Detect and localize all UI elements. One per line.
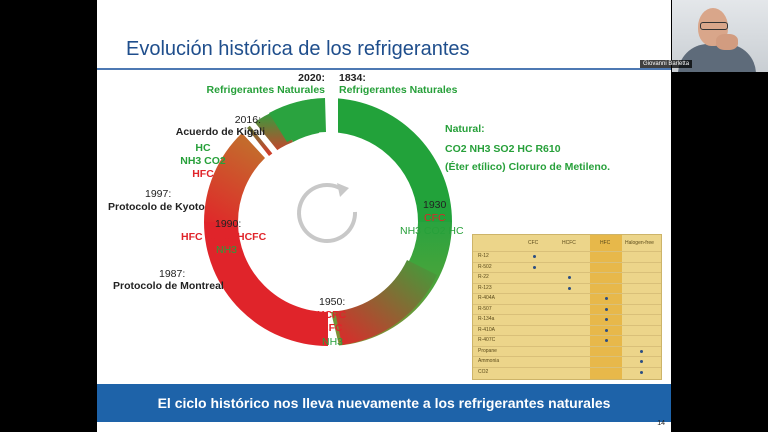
table-marker-dot xyxy=(533,255,536,258)
table-row: R-407C xyxy=(473,335,661,346)
table-row: Propane xyxy=(473,345,661,357)
table-row: R-12 xyxy=(473,251,661,262)
table-row: R-507 xyxy=(473,303,661,315)
label-1930-red: CFC xyxy=(424,212,446,224)
table-row-label: R-404A xyxy=(478,295,495,301)
table-header-halogen-free: Halogen-free xyxy=(625,240,654,246)
table-header-cfc: CFC xyxy=(528,240,539,246)
refresh-cycle-icon xyxy=(297,182,358,243)
label-year-1997: 1997: xyxy=(145,188,172,200)
presentation-slide: Evolución histórica de los refrigerantes xyxy=(97,0,671,432)
table-marker-dot xyxy=(605,307,608,311)
label-1990-red: HFC (CFC) HCFC xyxy=(181,231,267,243)
ring-segment-1950 xyxy=(335,260,437,345)
label-1990-green: NH3 xyxy=(216,244,238,256)
table-row-label: R-134a xyxy=(478,316,495,322)
table-marker-dot xyxy=(605,328,608,332)
table-row-label: R-407C xyxy=(478,337,496,343)
participant-name-label: Giovanni Barletta xyxy=(640,60,693,68)
footer-text: El ciclo histórico nos lleva nuevamente … xyxy=(157,395,611,411)
table-marker-dot xyxy=(640,360,643,363)
label-kigali: Acuerdo de Kigali xyxy=(175,126,265,138)
table-row: R-123 xyxy=(473,282,661,294)
label-year-2020: 2020: xyxy=(298,72,325,84)
title-underline xyxy=(97,68,671,70)
table-row-label: CO2 xyxy=(478,368,489,375)
hfc-column-highlight xyxy=(590,235,622,379)
table-row-label: R-22 xyxy=(478,274,489,280)
table-marker-dot xyxy=(605,297,608,300)
table-row: Ammonia xyxy=(473,356,661,367)
label-1834-text: Refrigerantes Naturales xyxy=(339,84,458,96)
label-1950-nh3: NH3 xyxy=(322,336,344,348)
table-marker-dot xyxy=(568,276,571,279)
table-header-hfc: HFC xyxy=(600,240,611,246)
table-header-hcfc: HCFC xyxy=(562,240,576,246)
table-marker-dot xyxy=(605,339,608,342)
label-natural-title: Natural: xyxy=(445,123,485,135)
table-marker-dot xyxy=(533,265,536,269)
glasses-icon xyxy=(700,22,728,30)
table-row-label: R-123 xyxy=(478,284,492,291)
slide-footer-banner: El ciclo histórico nos lleva nuevamente … xyxy=(97,384,671,422)
table-marker-dot xyxy=(605,318,608,321)
table-marker-dot xyxy=(640,349,643,353)
label-kigali-hc: HC xyxy=(195,142,211,154)
label-natural-line2: (Éter etílico) Cloruro de Metileno. xyxy=(445,161,611,173)
refrigerant-classification-table: CFC HCFC HFC Halogen-free R-12 R-502 R-22 R… xyxy=(472,234,662,380)
table-row-label: Ammonia xyxy=(478,358,500,364)
label-kyoto: Protocolo de Kyoto xyxy=(108,201,205,213)
table-row: R-404A xyxy=(473,293,661,304)
label-natural-line1: CO2 NH3 SO2 HC R610 xyxy=(445,143,561,155)
refrigerant-cycle-ring xyxy=(204,94,452,346)
label-montreal: Protocolo de Montreal xyxy=(113,280,224,292)
table-marker-dot xyxy=(640,370,643,374)
participant-hand xyxy=(716,34,738,50)
table-row: CO2 xyxy=(473,366,661,378)
label-year-1950: 1950: xyxy=(319,296,346,308)
table-row-label: Propane xyxy=(478,347,497,354)
label-year-1834: 1834: xyxy=(339,72,366,84)
ring-segment-2020 xyxy=(269,98,326,142)
ring-segment-natural xyxy=(338,98,452,222)
label-year-1930: 1930 xyxy=(423,199,447,211)
label-year-1987: 1987: xyxy=(159,268,186,280)
slide-page-number: 14 xyxy=(657,420,665,427)
table-row-label: R-12 xyxy=(478,253,489,259)
ring-segment-kyoto xyxy=(204,133,265,222)
label-kigali-hfc: HFC xyxy=(192,168,214,180)
label-1930-green: NH3 CO2 HC xyxy=(400,225,464,237)
table-row-label: R-410A xyxy=(478,326,495,333)
label-year-1990: 1990: xyxy=(215,218,242,230)
table-marker-dot xyxy=(568,286,571,290)
table-row-label: R-507 xyxy=(478,305,492,312)
ring-segment-hcfc xyxy=(204,222,328,346)
table-row-label: R-502 xyxy=(478,263,492,270)
label-2020-text: Refrigerantes Naturales xyxy=(206,84,325,96)
label-kigali-nh3co2: NH3 CO2 xyxy=(180,155,226,167)
label-1950-hcfc: HCFC xyxy=(317,309,347,321)
label-1950-cfc: CFC xyxy=(321,322,343,334)
table-row: R-134a xyxy=(473,314,661,325)
table-row: R-502 xyxy=(473,261,661,273)
table-row: R-410A xyxy=(473,324,661,336)
table-row: R-22 xyxy=(473,272,661,283)
slide-title: Evolución histórica de los refrigerantes xyxy=(126,38,470,60)
label-year-2016: 2016: xyxy=(234,114,261,126)
